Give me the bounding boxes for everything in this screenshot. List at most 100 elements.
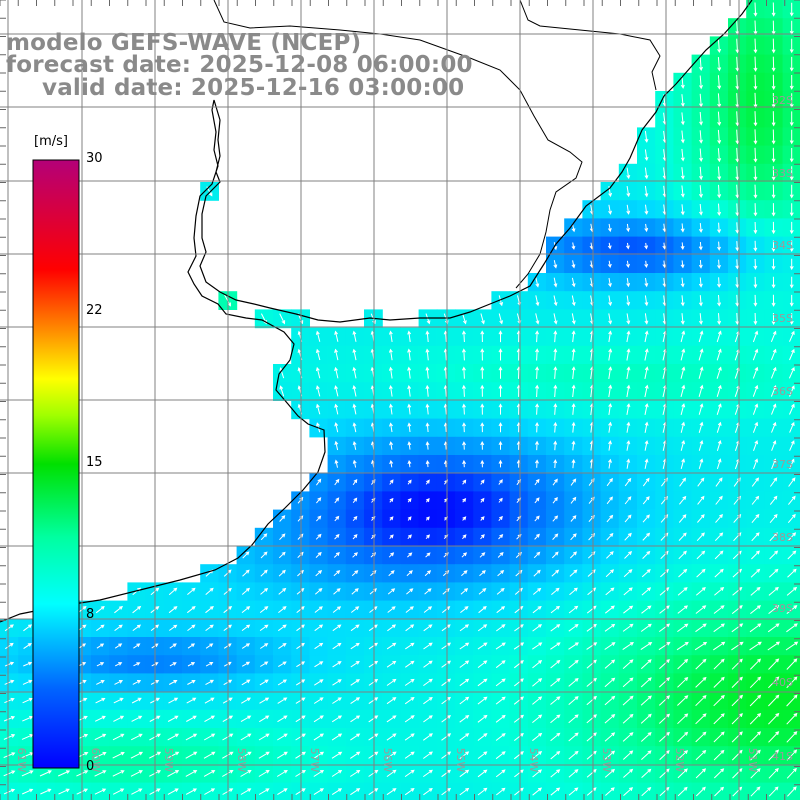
wind-arrow [698,277,703,288]
wind-arrow [553,260,558,269]
wind-arrow [532,678,543,687]
wind-arrow [699,148,703,162]
wind-arrow [753,458,759,470]
wind-arrow [461,348,466,361]
wind-arrow [350,606,360,613]
wind-arrow [258,769,270,777]
wind-arrow [789,348,795,361]
wind-arrow [40,788,52,795]
wind-arrow [680,277,685,288]
wind-arrow [624,532,632,541]
wind-arrow [604,659,616,669]
wind-arrow [786,623,798,633]
wind-arrow [241,643,251,649]
wind-arrow [641,750,652,760]
wind-arrow [314,624,324,632]
wind-arrow [407,441,412,450]
wind-arrow [622,677,634,688]
wind-arrow [495,769,506,778]
wind-arrow [441,696,452,705]
wind-arrow [277,697,288,704]
wind-arrow [205,643,214,649]
wind-arrow [316,497,322,504]
wind-arrow [787,550,797,560]
wind-arrow [717,57,722,72]
wind-arrow [462,497,467,503]
wind-arrow [314,679,324,686]
wind-arrow [678,514,687,523]
wind-arrow [550,605,561,614]
wind-arrow [204,788,216,795]
wind-arrow [659,587,670,596]
wind-arrow [770,330,777,342]
wind-arrow [789,276,794,289]
wind-arrow [553,348,558,361]
wind-arrow [768,786,779,797]
wind-arrow [260,643,269,649]
wind-arrow [553,366,558,379]
wind-arrow [22,679,33,685]
wind-arrow [368,697,379,705]
wind-arrow [258,733,270,741]
wind-arrow [604,768,615,778]
wind-arrow [680,223,685,233]
wind-arrow [513,714,525,723]
wind-arrow [680,242,685,251]
wind-arrow [695,749,707,761]
wind-arrow [699,111,703,126]
wind-arrow [771,129,776,145]
wind-arrow [386,642,397,650]
wind-arrow [677,713,689,725]
wind-arrow [715,477,723,487]
wind-arrow [477,787,488,796]
wind-arrow [258,751,270,759]
wind-arrow [571,242,576,250]
wind-arrow [205,679,215,686]
wind-arrow [680,366,686,379]
wind-arrow [498,422,503,433]
wind-arrow [532,587,542,595]
wind-arrow [644,167,649,180]
wind-arrow [626,260,630,269]
wind-arrow [716,330,722,343]
wind-arrow [568,769,579,778]
wind-arrow [477,751,488,759]
wind-arrow [94,788,107,795]
wind-arrow [388,552,395,558]
wind-arrow [114,662,123,667]
wind-arrow [441,624,451,632]
wind-arrow [187,643,196,649]
wind-arrow [622,713,634,724]
wind-arrow [658,641,671,651]
wind-arrow [752,366,759,379]
wind-arrow [753,184,758,199]
wind-arrow [389,516,394,521]
wind-arrow [185,733,198,741]
wind-arrow [386,733,397,741]
wind-arrow [498,497,503,503]
wind-arrow [185,788,198,795]
wind-arrow [717,38,722,54]
wind-arrow [334,533,340,540]
latitude-label: 39S [772,602,793,615]
wind-arrow [514,787,524,796]
wind-arrow [313,733,324,741]
wind-arrow [441,751,452,759]
wind-arrow [204,697,215,704]
wind-arrow [331,733,343,741]
wind-arrow [479,552,486,558]
longitude-label: 61W [15,748,28,773]
wind-arrow [459,787,470,796]
wind-arrow [749,623,762,633]
wind-arrow [571,458,576,469]
wind-arrow [404,715,415,723]
wind-arrow [260,587,269,595]
wind-arrow [571,313,576,325]
wind-arrow [735,74,740,90]
wind-arrow [717,277,722,288]
wind-arrow [717,184,722,199]
wind-arrow [644,330,649,343]
wind-arrow [477,696,488,705]
wind-arrow [642,532,651,541]
wind-arrow [406,570,413,577]
